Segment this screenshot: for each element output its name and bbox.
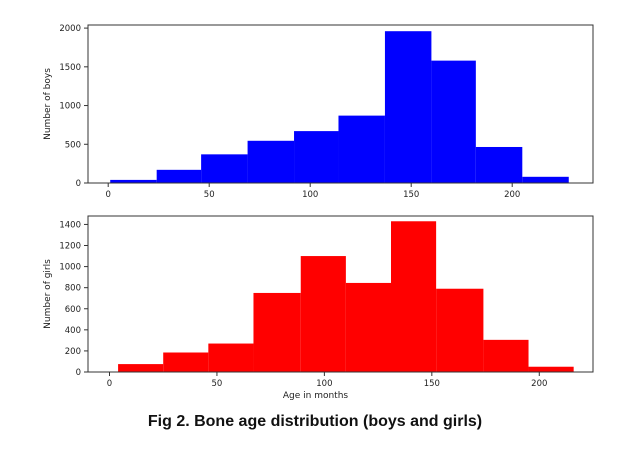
y-tick-label-2-1200: 1200 xyxy=(59,242,81,252)
histogram-bar-2-1 xyxy=(118,364,164,372)
histogram-bar-2-8 xyxy=(436,288,484,372)
histogram-bar-1-9 xyxy=(475,146,523,183)
y-axis-label-1: Number of boys xyxy=(43,68,53,140)
plot-frame-2 xyxy=(87,215,594,373)
plot-frame-1 xyxy=(87,24,594,184)
histogram-bar-2-7 xyxy=(391,221,437,372)
x-tick-label-2-150: 150 xyxy=(424,379,440,389)
histogram-bar-2-2 xyxy=(163,352,209,372)
histogram-bar-1-6 xyxy=(338,115,385,183)
x-tick-label-1-200: 200 xyxy=(504,190,520,200)
y-tick-label-1-500: 500 xyxy=(65,140,81,150)
y-tick-label-2-200: 200 xyxy=(65,347,81,357)
histogram-bar-2-3 xyxy=(208,343,254,372)
histogram-bar-1-10 xyxy=(522,176,569,183)
x-tick-label-2-200: 200 xyxy=(531,379,547,389)
y-tick-label-2-0: 0 xyxy=(76,368,81,378)
x-tick-label-1-0: 0 xyxy=(105,190,110,200)
x-tick-label-1-50: 50 xyxy=(204,190,215,200)
histogram-bar-1-1 xyxy=(110,179,157,183)
histogram-bar-1-2 xyxy=(156,169,202,183)
histogram-bar-2-6 xyxy=(345,282,391,372)
histogram-bar-1-8 xyxy=(431,60,476,183)
x-tick-label-2-100: 100 xyxy=(316,379,332,389)
y-tick-label-1-2000: 2000 xyxy=(59,24,81,34)
histogram-bar-1-4 xyxy=(247,140,295,183)
y-tick-label-1-1500: 1500 xyxy=(59,63,81,73)
y-tick-label-2-400: 400 xyxy=(65,326,81,336)
y-axis-label-2: Number of girls xyxy=(43,259,53,329)
y-tick-label-1-1000: 1000 xyxy=(59,102,81,112)
histogram-bar-1-7 xyxy=(384,31,432,184)
y-tick-label-2-1000: 1000 xyxy=(59,263,81,273)
x-tick-label-1-100: 100 xyxy=(302,190,318,200)
histogram-bar-1-3 xyxy=(201,154,248,183)
histogram-bar-1-5 xyxy=(294,131,339,183)
x-tick-label-1-150: 150 xyxy=(403,190,419,200)
y-tick-label-2-800: 800 xyxy=(65,284,81,294)
histogram-bar-2-5 xyxy=(300,256,346,372)
histogram-bar-2-9 xyxy=(483,339,529,372)
x-tick-label-2-50: 50 xyxy=(212,379,223,389)
histogram-bar-2-10 xyxy=(528,366,574,372)
x-axis-label-2: Age in months xyxy=(283,391,349,401)
y-tick-label-2-600: 600 xyxy=(65,305,81,315)
figure-caption: Fig 2. Bone age distribution (boys and g… xyxy=(147,413,483,430)
x-tick-label-2-0: 0 xyxy=(107,379,112,389)
histogram-bar-2-4 xyxy=(253,292,301,372)
y-tick-label-1-0: 0 xyxy=(76,179,81,189)
y-tick-label-2-1400: 1400 xyxy=(59,220,81,230)
